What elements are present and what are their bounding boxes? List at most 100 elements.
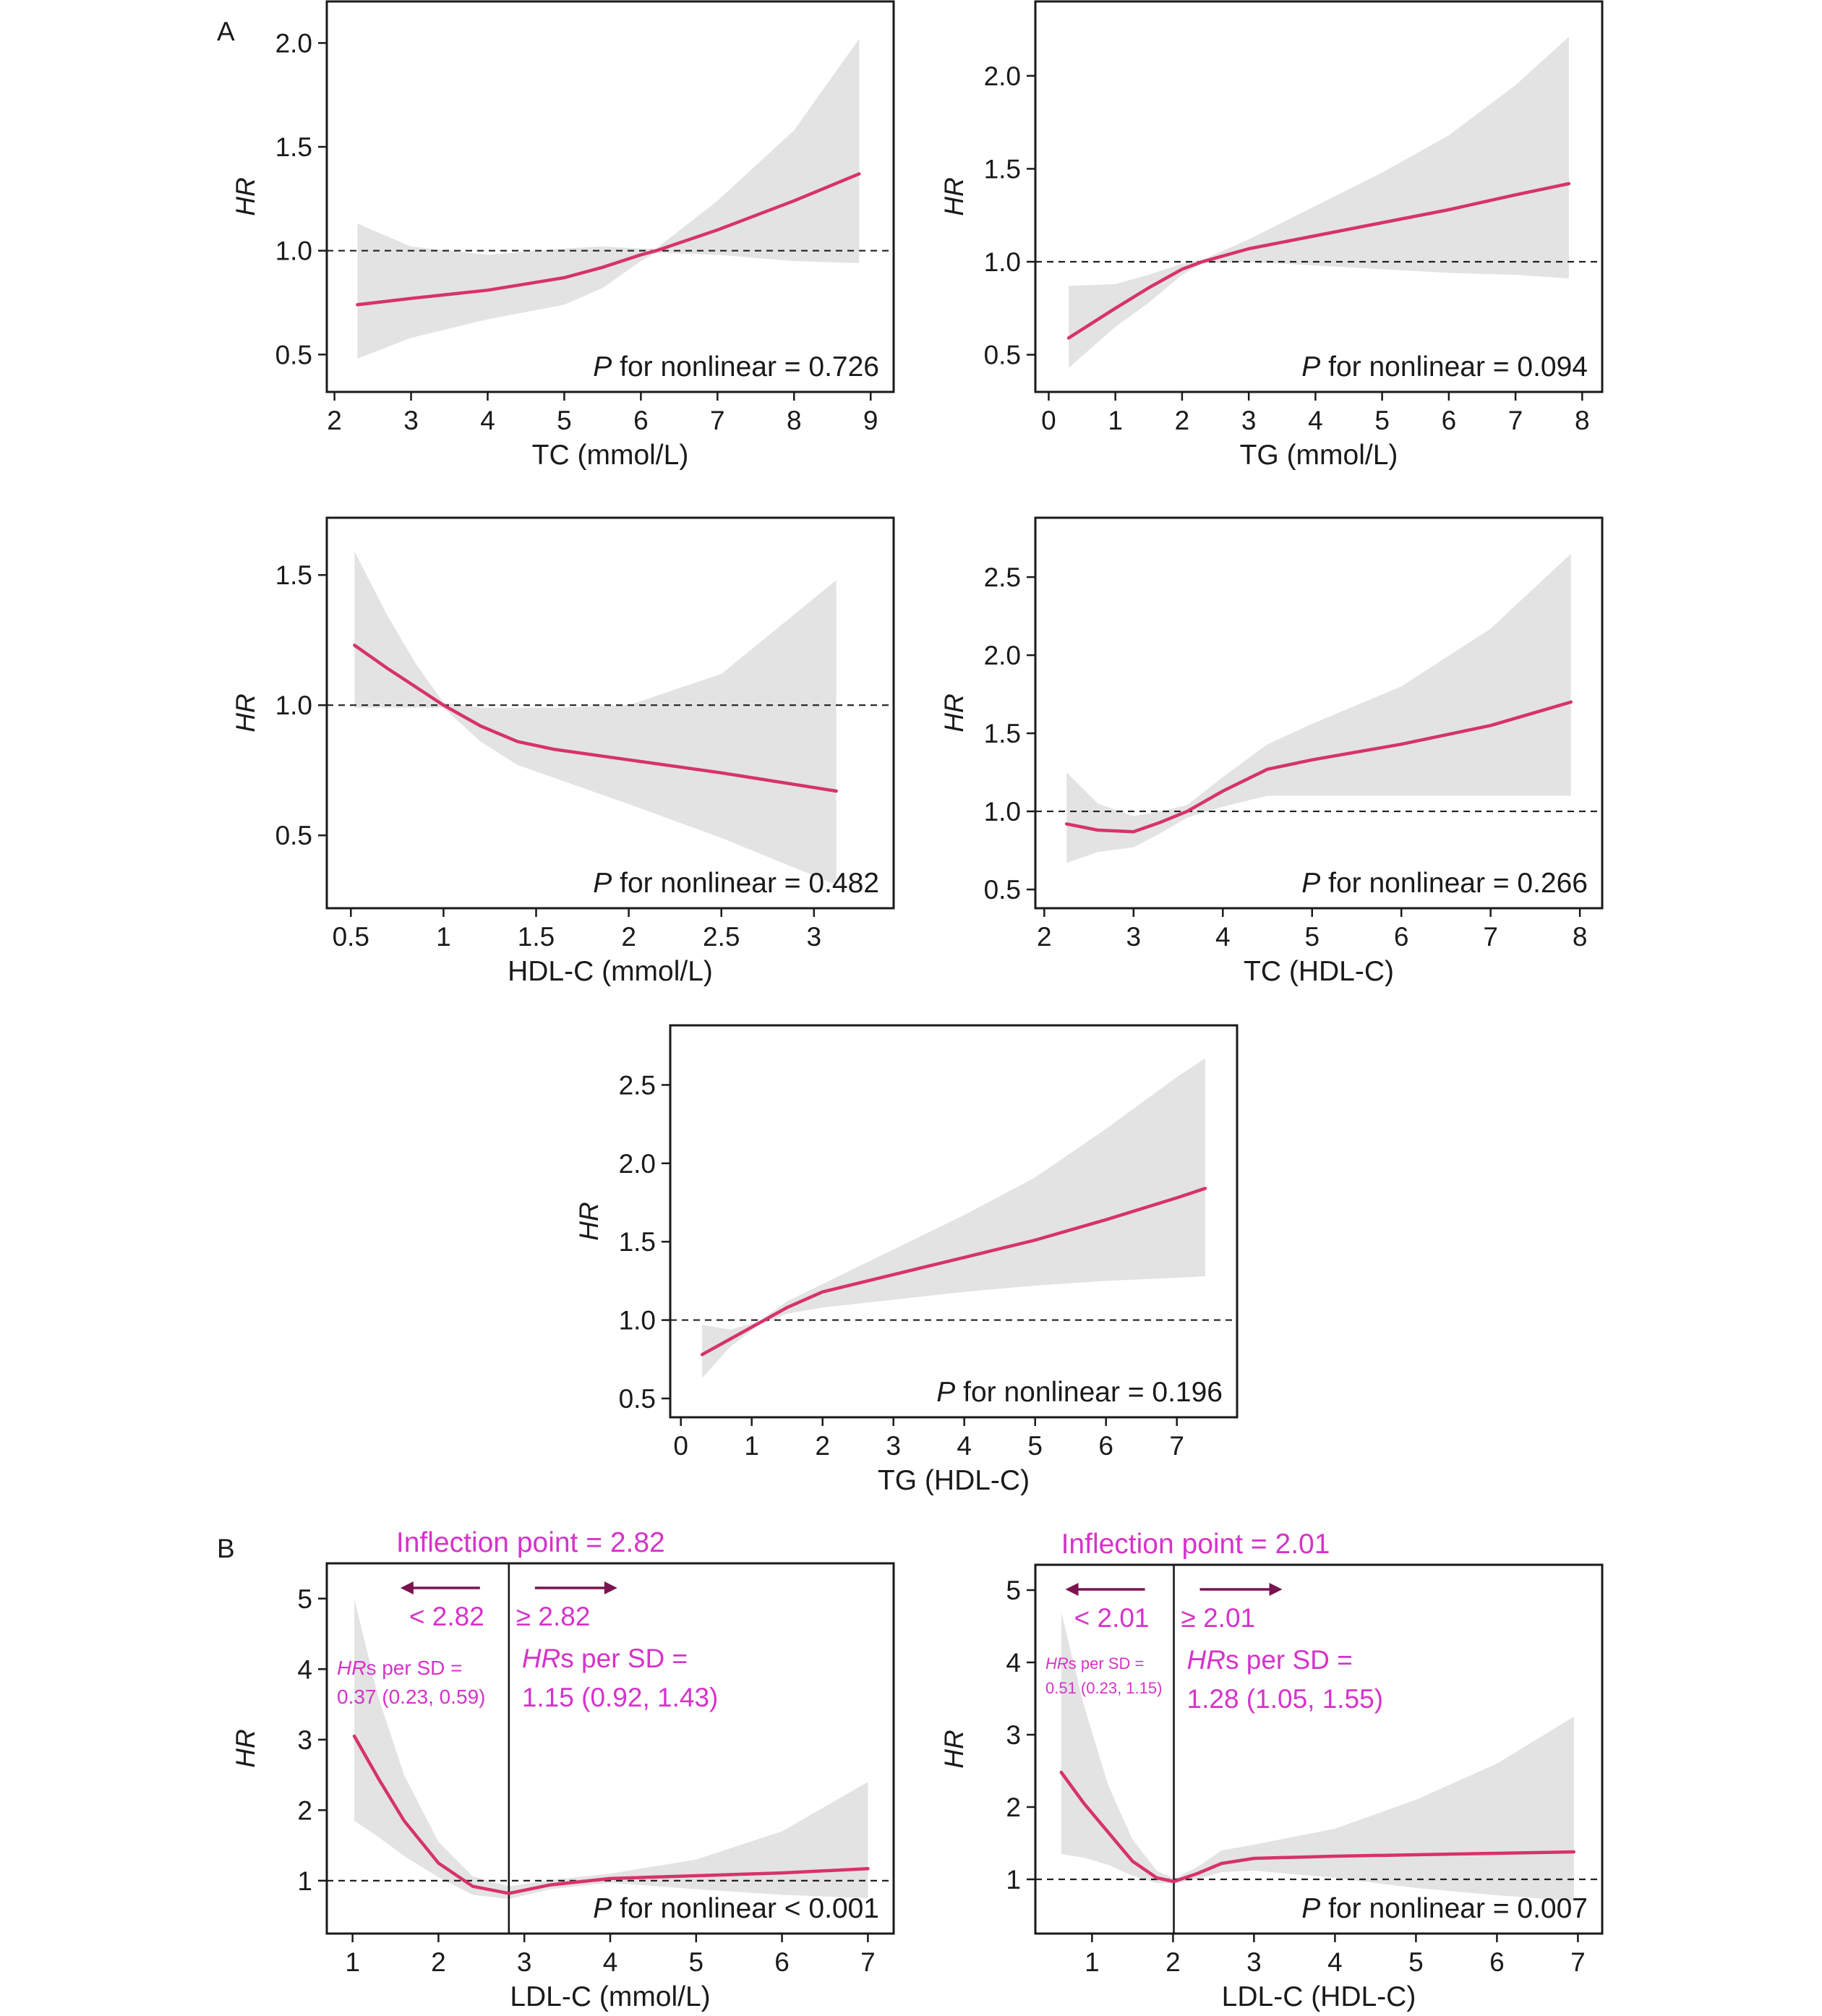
chart-ldl: 1 2 3 4 5 6 7 1 2 3 4 5 LDL-C (mmol/L) HR P for nonlin… xyxy=(231,1527,895,2012)
y-tick-label: 5 xyxy=(297,1584,312,1614)
x-tick-label: 7 xyxy=(1483,922,1498,952)
x-tick-label: 2 xyxy=(1166,1947,1181,1977)
plot-frame xyxy=(1034,516,1604,910)
x-tick-label: 3 xyxy=(403,406,419,435)
y-axis-title: HR xyxy=(231,177,260,215)
y-tick-label: 1.5 xyxy=(619,1227,656,1257)
right-hr-per-sd-value: 1.15 (0.92, 1.43) xyxy=(522,1683,719,1712)
confidence-band xyxy=(1069,36,1569,368)
x-tick-label: 0 xyxy=(673,1431,688,1461)
plot-frame xyxy=(325,0,895,393)
x-tick-label: 3 xyxy=(517,1947,532,1977)
x-axis-title: HDL-C (mmol/L) xyxy=(508,956,713,987)
x-axis-title: TC (HDL-C) xyxy=(1244,956,1394,987)
y-tick-label: 2 xyxy=(297,1795,312,1825)
confidence-band xyxy=(1066,553,1571,863)
inflection-point-label: Inflection point = 2.82 xyxy=(396,1527,665,1558)
left-range-label: < 2.01 xyxy=(1074,1603,1150,1633)
x-axis-title: LDL-C (HDL-C) xyxy=(1222,1981,1416,2012)
hr-curve xyxy=(700,1187,1207,1357)
panel-label-a: A xyxy=(217,17,235,46)
x-tick-label: 4 xyxy=(1308,406,1323,435)
left-hr-per-sd-value: 0.37 (0.23, 0.59) xyxy=(337,1686,485,1708)
right-range-label: ≥ 2.82 xyxy=(516,1602,591,1631)
x-tick-label: 6 xyxy=(1394,922,1409,952)
plot-frame xyxy=(669,1024,1239,1419)
confidence-band xyxy=(1061,1612,1574,1901)
x-tick-label: 7 xyxy=(1508,406,1523,435)
y-axis-title: HR xyxy=(574,1202,604,1240)
y-tick-label: 1.0 xyxy=(984,797,1021,827)
y-tick-label: 0.5 xyxy=(619,1384,656,1414)
y-tick-label: 1.5 xyxy=(984,719,1021,748)
chart-hdl: 0.5 1 1.5 2 2.5 3 0.5 1.0 1.5 HDL-C (mmol/L) HR P f… xyxy=(231,516,895,987)
right-range-label: ≥ 2.01 xyxy=(1181,1603,1256,1633)
x-tick-label: 3 xyxy=(1241,406,1257,435)
x-axis-title: LDL-C (mmol/L) xyxy=(510,1981,710,2012)
p-nonlinear-annotation: P for nonlinear = 0.266 xyxy=(1301,868,1588,899)
y-tick-label: 1.0 xyxy=(619,1306,656,1336)
x-tick-label: 7 xyxy=(710,406,725,435)
chart-tg_hdl: 0 1 2 3 4 5 6 7 0.5 1.0 1.5 2.0 2.5 TG (HDL-C) HR P for… xyxy=(574,1024,1239,1496)
x-tick-label: 6 xyxy=(1442,406,1457,435)
left-hr-per-sd-title: HRs per SD = xyxy=(1045,1654,1144,1673)
p-nonlinear-annotation: P for nonlinear = 0.196 xyxy=(936,1377,1223,1408)
left-range-label: < 2.82 xyxy=(409,1602,484,1631)
confidence-band xyxy=(354,1598,868,1900)
x-tick-label: 5 xyxy=(1374,406,1390,435)
x-tick-label: 4 xyxy=(957,1431,972,1461)
x-tick-label: 5 xyxy=(1027,1431,1043,1461)
y-tick-label: 1.0 xyxy=(275,691,312,720)
plot-frame xyxy=(1034,1563,1604,1935)
y-tick-label: 0.5 xyxy=(984,341,1021,370)
x-tick-label: 6 xyxy=(1098,1431,1113,1461)
x-tick-label: 5 xyxy=(1408,1947,1424,1977)
x-tick-label: 4 xyxy=(603,1947,618,1977)
x-tick-label: 1 xyxy=(345,1947,360,1977)
y-tick-label: 0.5 xyxy=(275,340,312,370)
y-tick-label: 2.0 xyxy=(619,1149,656,1179)
x-tick-label: 6 xyxy=(1489,1947,1505,1977)
x-tick-label: 1.5 xyxy=(518,922,555,952)
hr-curve xyxy=(1059,1770,1576,1884)
x-tick-label: 2.5 xyxy=(703,922,740,952)
x-tick-label: 8 xyxy=(1573,922,1588,952)
x-tick-label: 2 xyxy=(815,1431,830,1461)
chart-ldl_hdl: 1 2 3 4 5 6 7 1 2 3 4 5 LDL-C (HDL-C) HR P for nonline… xyxy=(939,1529,1604,2012)
hr-curve xyxy=(1066,181,1571,340)
x-tick-label: 4 xyxy=(480,406,495,435)
y-tick-label: 3 xyxy=(1006,1720,1021,1750)
y-tick-label: 2.5 xyxy=(984,563,1021,592)
x-tick-label: 5 xyxy=(688,1947,703,1977)
x-tick-label: 2 xyxy=(431,1947,446,1977)
right-hr-per-sd-title: HRs per SD = xyxy=(522,1644,688,1673)
left-arrowhead xyxy=(400,1581,414,1594)
panel-label-b: B xyxy=(217,1534,235,1563)
hr-curve xyxy=(352,1734,870,1895)
hr-curve xyxy=(356,172,861,307)
y-axis-title: HR xyxy=(231,693,260,732)
x-tick-label: 3 xyxy=(886,1431,901,1461)
left-hr-per-sd-title: HRs per SD = xyxy=(337,1657,463,1679)
x-tick-label: 1 xyxy=(1108,406,1123,435)
x-tick-label: 2 xyxy=(621,922,636,952)
y-axis-title: HR xyxy=(939,693,969,732)
x-tick-label: 1 xyxy=(1085,1947,1100,1977)
y-tick-label: 1.5 xyxy=(275,560,312,590)
x-tick-label: 7 xyxy=(1169,1431,1184,1461)
y-tick-label: 2.0 xyxy=(984,61,1021,91)
y-tick-label: 1.5 xyxy=(984,154,1021,184)
chart-tc: 2 3 4 5 6 7 8 9 0.5 1.0 1.5 2.0 TC (mmol/L) HR P for n… xyxy=(231,0,895,471)
y-axis-title: HR xyxy=(939,177,969,215)
p-nonlinear-annotation: P for nonlinear = 0.094 xyxy=(1301,351,1588,383)
x-tick-label: 5 xyxy=(1304,922,1320,952)
y-tick-label: 4 xyxy=(1006,1648,1021,1678)
x-tick-label: 7 xyxy=(1570,1947,1586,1977)
right-hr-per-sd-title: HRs per SD = xyxy=(1187,1645,1353,1675)
confidence-band xyxy=(357,38,860,359)
y-tick-label: 1 xyxy=(297,1866,312,1896)
x-tick-label: 2 xyxy=(1037,922,1052,952)
y-axis-title: HR xyxy=(231,1729,260,1767)
x-tick-label: 3 xyxy=(807,922,822,952)
